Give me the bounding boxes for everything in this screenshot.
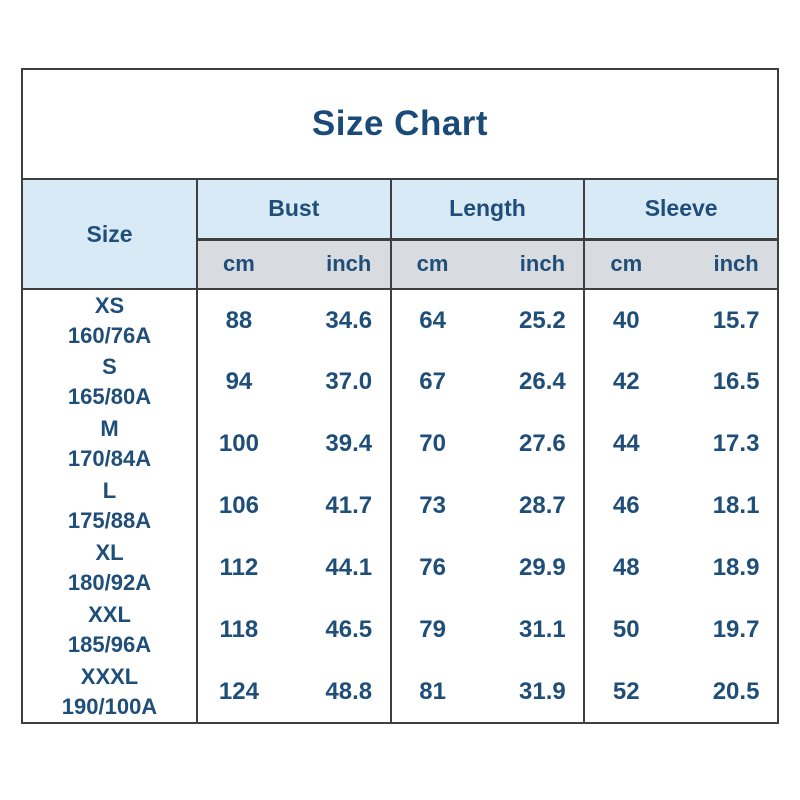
length-cm-value: 73 xyxy=(390,475,488,537)
table-row-s: S 165/80A 94 37.0 67 26.4 42 16.5 xyxy=(22,351,778,413)
size-spec: 185/96A xyxy=(67,632,152,657)
column-header-bust: Bust xyxy=(197,179,392,241)
sleeve-cm-value: 48 xyxy=(584,537,682,599)
title-cell: Size Chart xyxy=(22,69,778,180)
length-inch-value: 26.4 xyxy=(487,351,586,413)
size-name: L xyxy=(102,478,117,504)
size-name: XS xyxy=(94,292,125,318)
size-label-cell: XXXL 190/100A xyxy=(22,661,198,723)
size-name: M xyxy=(100,416,119,442)
sleeve-cm-value: 46 xyxy=(584,475,682,537)
sleeve-inch-value: 18.1 xyxy=(681,475,778,537)
bust-cm-value: 88 xyxy=(197,289,294,351)
table-row-l: L 175/88A 106 41.7 73 28.7 46 18.1 xyxy=(22,475,778,537)
size-label-cell: M 170/84A xyxy=(22,413,198,475)
length-inch-value: 28.7 xyxy=(487,475,586,537)
bust-inch-value: 41.7 xyxy=(293,475,392,537)
bust-inch-value: 46.5 xyxy=(293,599,392,661)
column-header-length: Length xyxy=(390,179,586,241)
unit-header-sleeve-inch: inch xyxy=(681,239,778,290)
size-name: XL xyxy=(95,540,124,566)
table-row-xxxl: XXXL 190/100A 124 48.8 81 31.9 52 20.5 xyxy=(22,661,778,723)
size-spec: 165/80A xyxy=(67,384,152,409)
size-spec: 160/76A xyxy=(67,322,152,348)
length-cm-value: 64 xyxy=(390,289,488,351)
size-spec: 180/92A xyxy=(67,570,152,595)
table-row-xxl: XXL 185/96A 118 46.5 79 31.1 50 19.7 xyxy=(22,599,778,661)
length-cm-value: 70 xyxy=(390,413,488,475)
bust-cm-value: 124 xyxy=(197,661,294,723)
sleeve-cm-value: 44 xyxy=(584,413,682,475)
page-title: Size Chart xyxy=(311,104,489,143)
sleeve-cm-value: 40 xyxy=(584,289,682,351)
length-cm-value: 81 xyxy=(390,661,488,723)
sleeve-inch-value: 20.5 xyxy=(681,661,778,723)
size-chart-table: Size Chart Size Bust Length Sleeve cm in… xyxy=(21,68,779,724)
length-cm-value: 76 xyxy=(390,537,488,599)
unit-header-length-inch: inch xyxy=(487,239,586,290)
column-header-sleeve: Sleeve xyxy=(584,179,778,241)
size-label-cell: XL 180/92A xyxy=(22,537,198,599)
table-row-xs: XS 160/76A 88 34.6 64 25.2 40 15.7 xyxy=(22,289,778,351)
size-label-cell: L 175/88A xyxy=(22,475,198,537)
size-name: XXL xyxy=(88,602,131,628)
title-row: Size Chart xyxy=(22,69,778,180)
size-name: S xyxy=(102,354,117,380)
size-label-cell: XXL 185/96A xyxy=(22,599,198,661)
sleeve-inch-value: 15.7 xyxy=(681,289,778,351)
sleeve-cm-value: 50 xyxy=(584,599,682,661)
length-inch-value: 27.6 xyxy=(487,413,586,475)
unit-header-length-cm: cm xyxy=(390,239,488,290)
length-cm-value: 67 xyxy=(390,351,488,413)
bust-cm-value: 94 xyxy=(197,351,294,413)
sleeve-inch-value: 17.3 xyxy=(681,413,778,475)
bust-inch-value: 34.6 xyxy=(293,289,392,351)
sleeve-inch-value: 18.9 xyxy=(681,537,778,599)
column-header-size: Size xyxy=(22,179,198,290)
length-inch-value: 25.2 xyxy=(487,289,586,351)
size-spec: 175/88A xyxy=(67,508,152,533)
length-inch-value: 31.1 xyxy=(487,599,586,661)
bust-inch-value: 48.8 xyxy=(293,661,392,723)
sleeve-cm-value: 52 xyxy=(584,661,682,723)
unit-header-bust-inch: inch xyxy=(293,239,392,290)
length-inch-value: 29.9 xyxy=(487,537,586,599)
header-group-row: Size Bust Length Sleeve xyxy=(22,179,778,290)
table-row-m: M 170/84A 100 39.4 70 27.6 44 17.3 xyxy=(22,413,778,475)
sleeve-inch-value: 16.5 xyxy=(681,351,778,413)
size-spec: 170/84A xyxy=(67,446,152,471)
sleeve-inch-value: 19.7 xyxy=(681,599,778,661)
bust-cm-value: 118 xyxy=(197,599,294,661)
bust-cm-value: 112 xyxy=(197,537,294,599)
length-cm-value: 79 xyxy=(390,599,488,661)
size-label-cell: XS 160/76A xyxy=(22,289,198,351)
size-spec: 190/100A xyxy=(61,693,158,719)
sleeve-cm-value: 42 xyxy=(584,351,682,413)
unit-header-bust-cm: cm xyxy=(197,239,294,290)
table-row-xl: XL 180/92A 112 44.1 76 29.9 48 18.9 xyxy=(22,537,778,599)
bust-cm-value: 106 xyxy=(197,475,294,537)
size-name: XXXL xyxy=(80,663,139,689)
bust-cm-value: 100 xyxy=(197,413,294,475)
bust-inch-value: 44.1 xyxy=(293,537,392,599)
size-label-cell: S 165/80A xyxy=(22,351,198,413)
header-unit-row: cm inch cm inch cm inch xyxy=(22,239,778,290)
bust-inch-value: 39.4 xyxy=(293,413,392,475)
length-inch-value: 31.9 xyxy=(487,661,586,723)
unit-header-sleeve-cm: cm xyxy=(584,239,682,290)
bust-inch-value: 37.0 xyxy=(293,351,392,413)
